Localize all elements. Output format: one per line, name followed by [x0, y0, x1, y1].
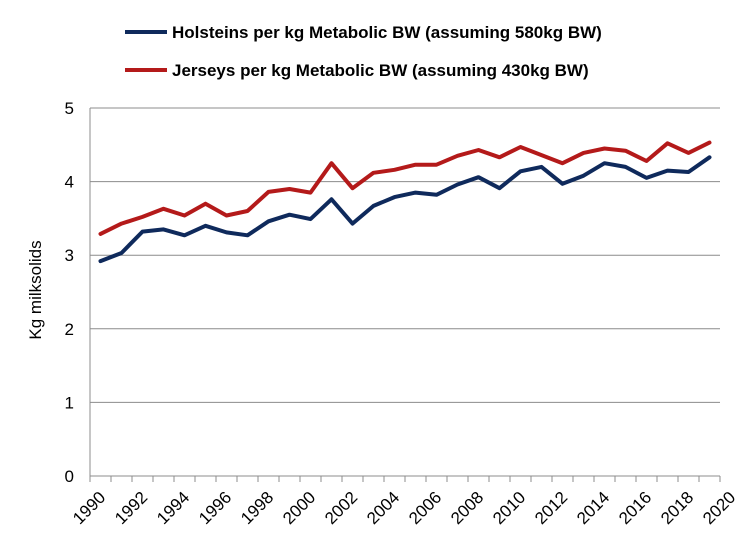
y-tick-label: 1: [65, 393, 74, 412]
x-tick-label: 2010: [489, 488, 529, 528]
y-tick-label: 2: [65, 320, 74, 339]
x-tick-label: 2000: [279, 488, 319, 528]
x-tick-label: 1996: [195, 488, 235, 528]
series-lines: [98, 140, 712, 264]
x-tick-label: 2012: [531, 488, 571, 528]
x-tick-label: 2020: [699, 488, 739, 528]
y-tick-label: 3: [65, 246, 74, 265]
legend-label-jerseys: Jerseys per kg Metabolic BW (assuming 43…: [172, 61, 589, 80]
x-tick-label: 2002: [321, 488, 361, 528]
x-tick-label: 2018: [657, 488, 697, 528]
x-tick-label: 1990: [69, 488, 109, 528]
series-line-holsteins: [98, 155, 712, 264]
x-tick-label: 2006: [405, 488, 445, 528]
y-tick-label: 0: [65, 467, 74, 486]
y-tick-label: 4: [65, 173, 74, 192]
axes: [89, 108, 721, 482]
legend-entry-holsteins: Holsteins per kg Metabolic BW (assuming …: [125, 23, 602, 42]
x-tick-label: 2008: [447, 488, 487, 528]
legend-entry-jerseys: Jerseys per kg Metabolic BW (assuming 43…: [125, 61, 589, 80]
legend: Holsteins per kg Metabolic BW (assuming …: [125, 23, 602, 80]
y-axis-title: Kg milksolids: [26, 240, 45, 339]
series-line-jerseys: [98, 140, 712, 236]
x-tick-label: 2004: [363, 488, 403, 528]
gridlines: [90, 107, 720, 403]
x-tick-label: 1994: [153, 488, 193, 528]
y-tick-labels: 0 1 2 3 4 5: [65, 99, 74, 486]
x-tick-labels: 1990 1992 1994 1996 1998 2000 2002 2004 2006 2008…: [69, 488, 739, 528]
y-tick-label: 5: [65, 99, 74, 118]
legend-label-holsteins: Holsteins per kg Metabolic BW (assuming …: [172, 23, 602, 42]
x-tick-label: 2016: [615, 488, 655, 528]
x-tick-label: 1998: [237, 488, 277, 528]
x-tick-label: 1992: [111, 488, 151, 528]
x-tick-label: 2014: [573, 488, 613, 528]
